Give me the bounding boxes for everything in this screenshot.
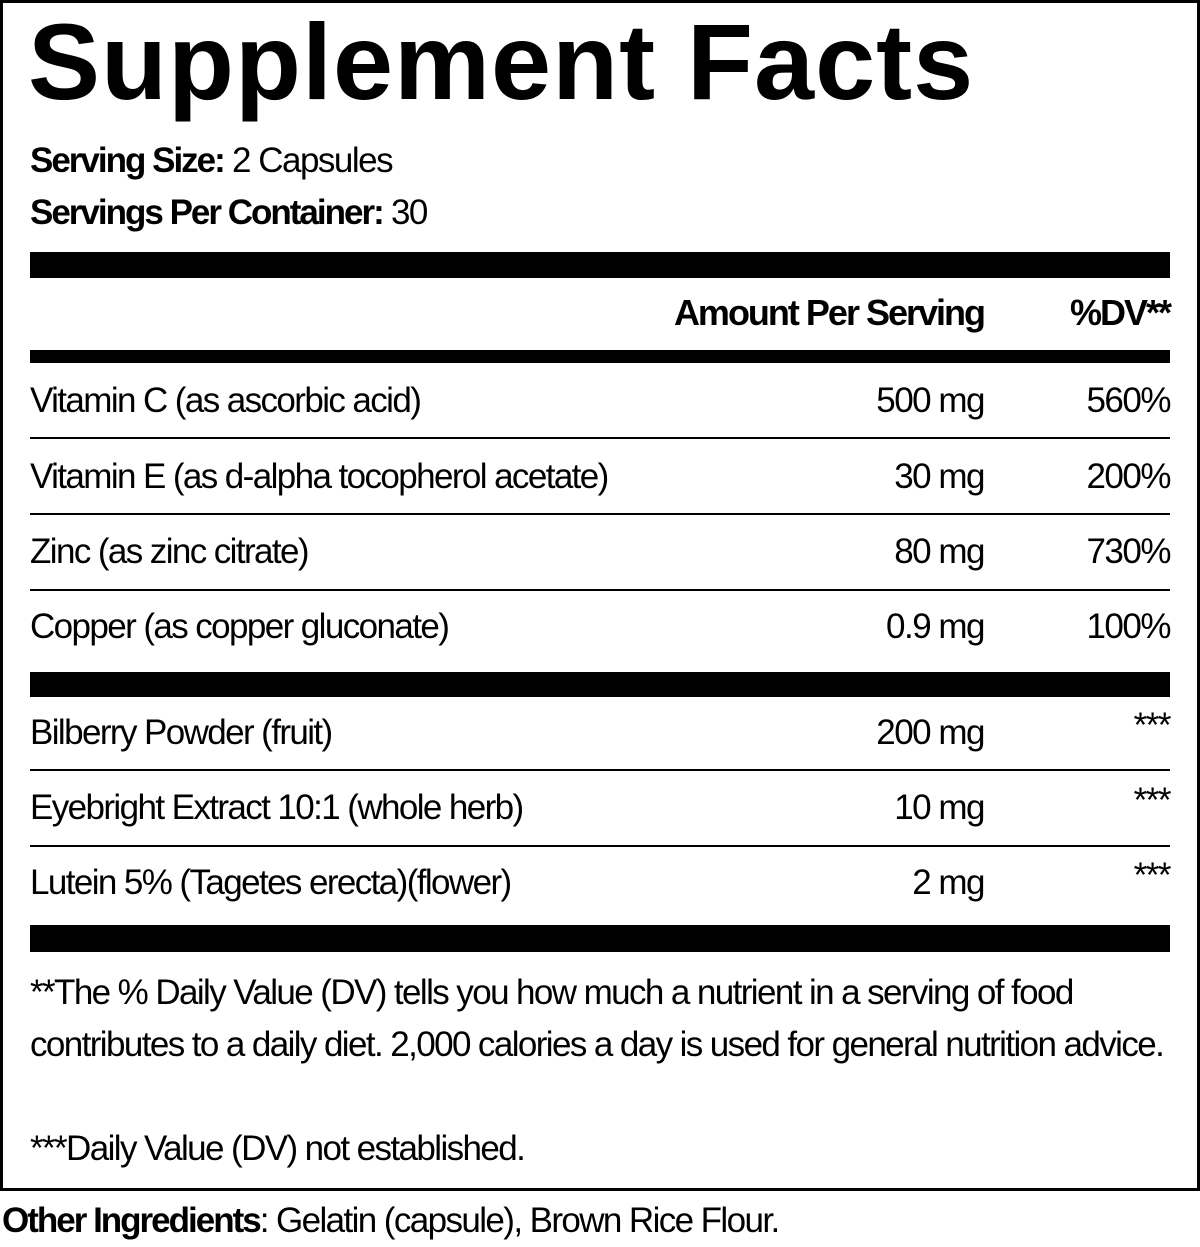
nutrient-dv: 200% <box>1086 457 1171 496</box>
botanical-name: Lutein 5% (Tagetes erecta)(flower) <box>30 863 512 902</box>
other-ingredients-value: : Gelatin (capsule), Brown Rice Flour. <box>259 1201 780 1240</box>
botanical-dv: *** <box>1133 706 1172 745</box>
nutrient-amount: 80 mg <box>894 532 985 571</box>
dv-footnote: **The % Daily Value (DV) tells you how m… <box>30 973 1165 1064</box>
botanical-dv: *** <box>1133 856 1172 895</box>
row-divider <box>30 513 1170 515</box>
servings-per-container: Servings Per Container: 30 <box>30 193 428 232</box>
botanical-name: Bilberry Powder (fruit) <box>30 713 333 752</box>
botanical-amount: 2 mg <box>912 863 985 902</box>
row-divider <box>30 845 1170 847</box>
dv-header: %DV** <box>1069 292 1172 333</box>
row-divider <box>30 437 1170 439</box>
nutrient-name: Zinc (as zinc citrate) <box>30 532 310 571</box>
divider-thick <box>30 252 1170 278</box>
servings-per-container-value: 30 <box>390 193 428 232</box>
other-ingredients: Other Ingredients: Gelatin (capsule), Br… <box>2 1201 780 1240</box>
divider-thick <box>30 925 1170 952</box>
row-divider <box>30 769 1170 771</box>
serving-size: Serving Size: 2 Capsules <box>30 141 394 180</box>
serving-size-value: 2 Capsules <box>232 141 394 180</box>
serving-size-label: Serving Size: <box>30 141 226 180</box>
label-title: Supplement Facts <box>28 1 975 122</box>
nutrient-dv: 730% <box>1086 532 1171 571</box>
nutrient-amount: 0.9 mg <box>886 607 986 646</box>
amount-header: Amount Per Serving <box>673 292 986 333</box>
botanical-amount: 10 mg <box>894 788 985 827</box>
other-ingredients-label: Other Ingredients <box>2 1201 262 1240</box>
nutrient-dv: 560% <box>1086 381 1171 420</box>
nutrient-name: Vitamin C (as ascorbic acid) <box>30 381 422 420</box>
not-established-footnote: ***Daily Value (DV) not established. <box>30 1129 526 1168</box>
botanical-dv: *** <box>1133 781 1172 820</box>
nutrient-amount: 30 mg <box>894 457 985 496</box>
divider-thick <box>30 672 1170 697</box>
nutrient-name: Copper (as copper gluconate) <box>30 607 450 646</box>
divider-medium <box>30 350 1170 363</box>
botanical-amount: 200 mg <box>876 713 985 752</box>
nutrient-name: Vitamin E (as d-alpha tocopherol acetate… <box>30 457 609 496</box>
servings-per-container-label: Servings Per Container: <box>30 193 385 232</box>
label-border <box>0 0 1200 1191</box>
nutrient-dv: 100% <box>1086 607 1171 646</box>
nutrient-amount: 500 mg <box>876 381 985 420</box>
botanical-name: Eyebright Extract 10:1 (whole herb) <box>30 788 524 827</box>
row-divider <box>30 589 1170 591</box>
